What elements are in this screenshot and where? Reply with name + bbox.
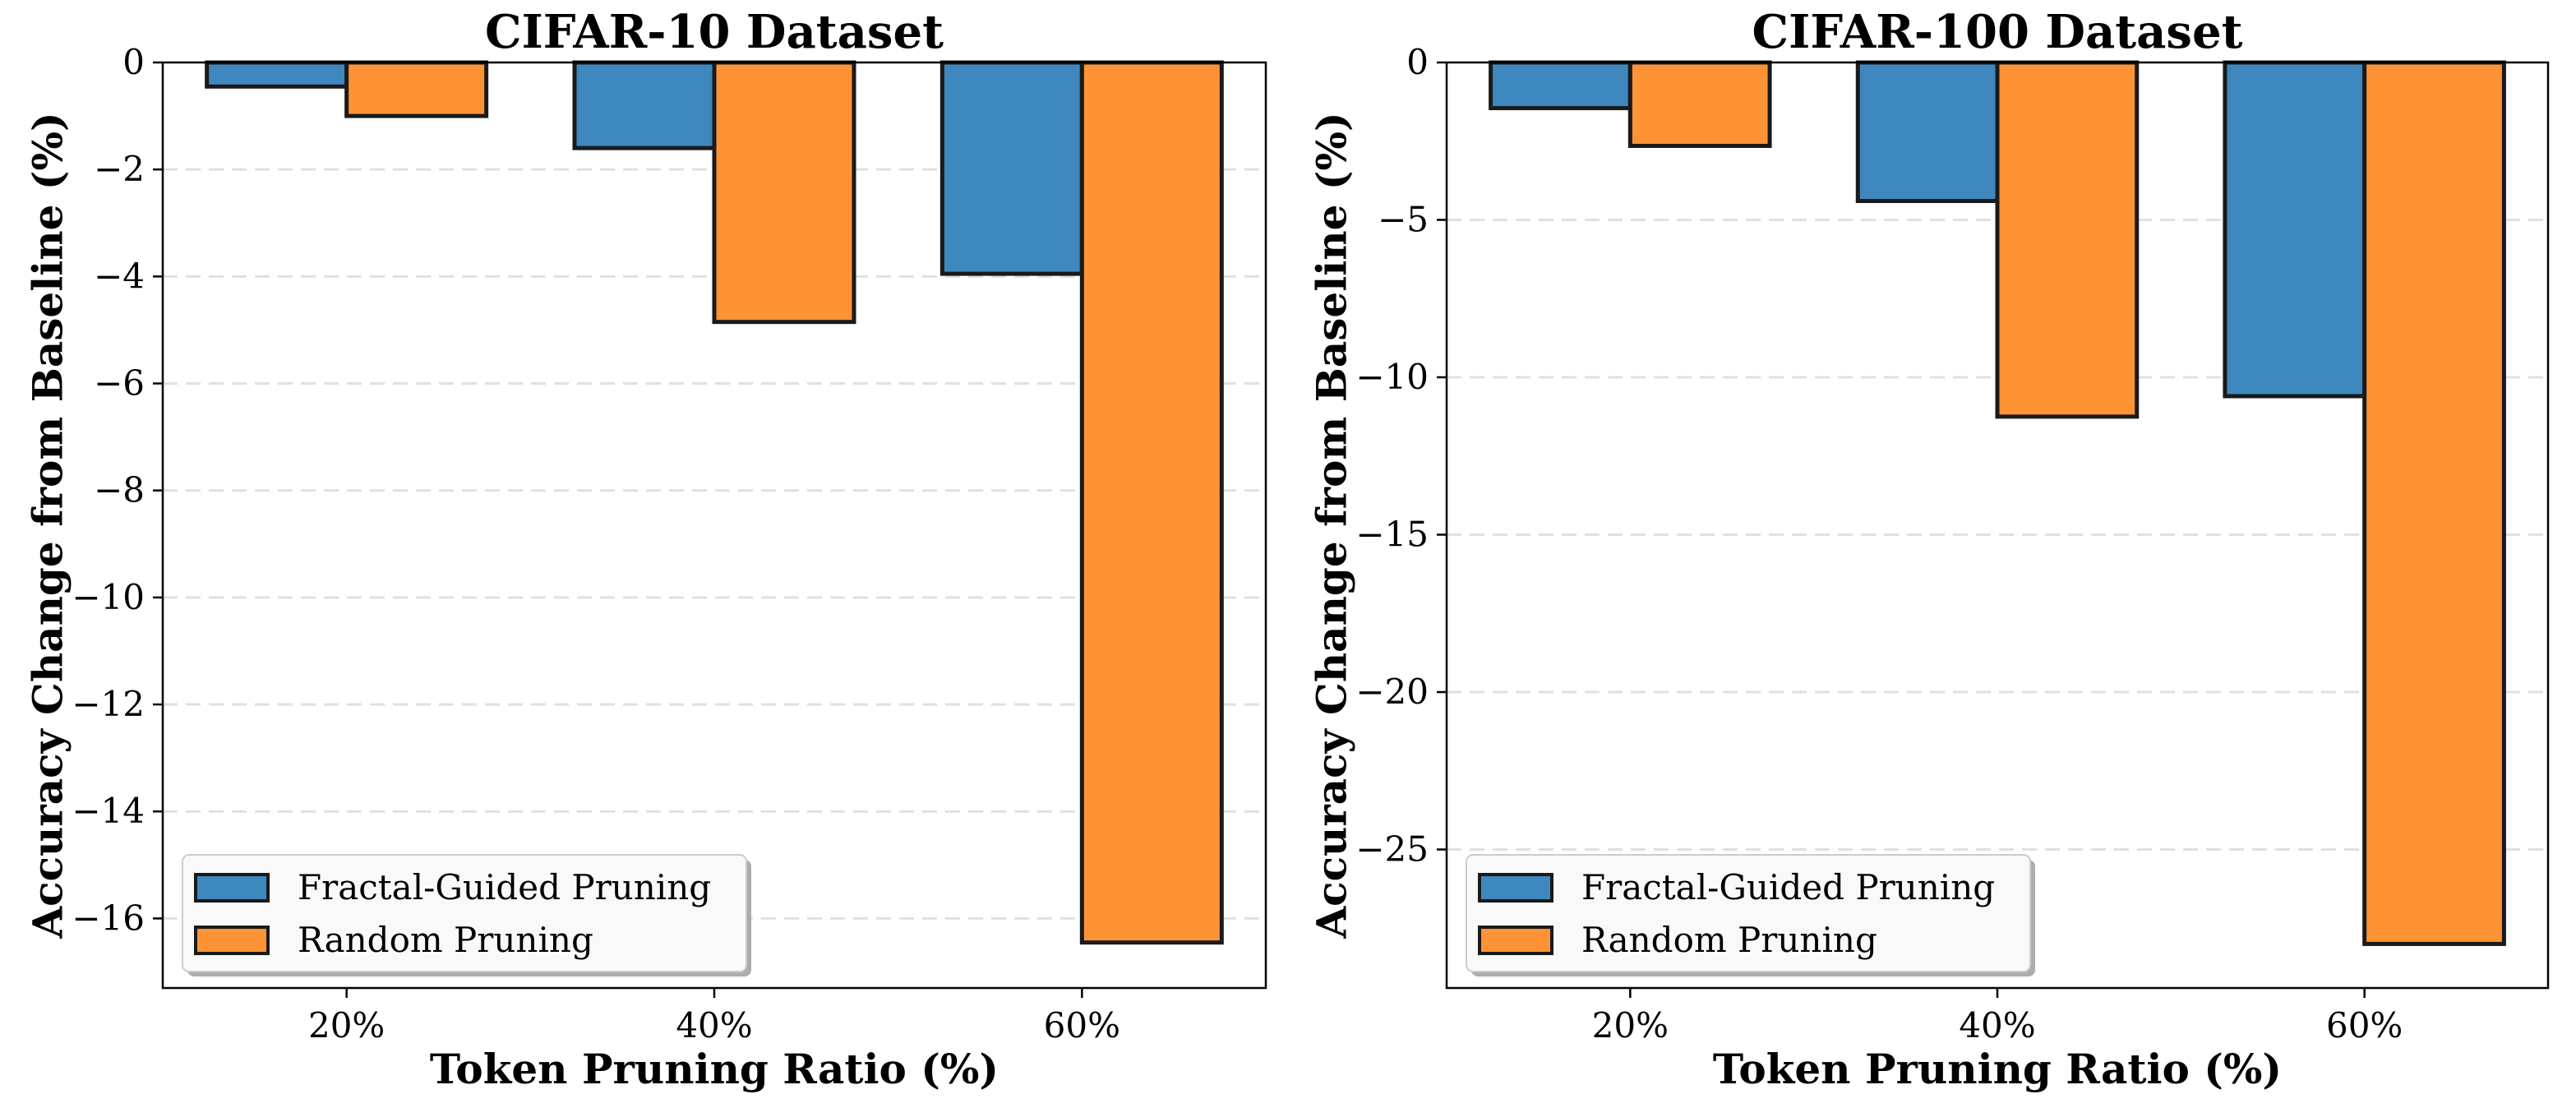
legend-swatch-random xyxy=(1478,926,1553,955)
chart-title: CIFAR-100 Dataset xyxy=(1752,5,2243,59)
legend-swatch-fractal xyxy=(194,873,270,903)
x-tick-label: 40% xyxy=(676,1005,752,1046)
y-tick-label: −12 xyxy=(72,684,145,724)
bar-fractal-20pct xyxy=(205,60,349,89)
y-tick-label: −6 xyxy=(94,363,145,404)
legend-label-fractal: Fractal-Guided Pruning xyxy=(298,867,711,907)
y-tick-label: −16 xyxy=(72,898,145,938)
x-tick-label: 60% xyxy=(2326,1005,2403,1046)
y-tick-label: −15 xyxy=(1355,514,1429,554)
bar-fractal-60pct xyxy=(939,60,1084,276)
legend-label-random: Random Pruning xyxy=(1581,920,1877,960)
bar-fractal-40pct xyxy=(1855,60,2000,204)
y-axis-label: Accuracy Change from Baseline (%) xyxy=(24,112,72,939)
x-axis-label: Token Pruning Ratio (%) xyxy=(430,1045,999,1093)
y-tick-label: −5 xyxy=(1378,199,1429,239)
y-tick-label: −8 xyxy=(94,470,145,510)
x-tick-label: 20% xyxy=(308,1005,385,1046)
x-axis-label: Token Pruning Ratio (%) xyxy=(1713,1045,2282,1093)
legend-box xyxy=(1466,854,2031,972)
y-tick-label: 0 xyxy=(1406,42,1429,82)
legend-box xyxy=(182,854,747,972)
y-tick-label: −14 xyxy=(72,791,145,831)
legend-swatch-random xyxy=(194,926,270,955)
bar-fractal-20pct xyxy=(1489,60,1632,111)
bar-random-40pct xyxy=(1995,60,2140,419)
bar-random-60pct xyxy=(2362,60,2506,946)
bar-fractal-60pct xyxy=(2223,60,2367,399)
legend-swatch-fractal xyxy=(1478,873,1553,903)
legend-label-random: Random Pruning xyxy=(298,920,593,960)
bar-random-40pct xyxy=(712,60,856,325)
y-tick-label: 0 xyxy=(122,42,145,82)
y-tick-label: −10 xyxy=(72,577,145,617)
y-axis-label: Accuracy Change from Baseline (%) xyxy=(1308,112,1356,939)
x-tick-label: 60% xyxy=(1044,1005,1120,1046)
y-tick-label: −25 xyxy=(1355,829,1429,869)
bar-random-20pct xyxy=(1627,60,1772,148)
legend-label-fractal: Fractal-Guided Pruning xyxy=(1581,867,1995,907)
chart-title: CIFAR-10 Dataset xyxy=(485,5,944,59)
bar-random-60pct xyxy=(1079,60,1224,945)
y-tick-label: −10 xyxy=(1355,357,1429,397)
bar-fractal-40pct xyxy=(572,60,717,150)
y-tick-label: −20 xyxy=(1355,672,1429,712)
chart-cifar10: 0 −2 −4 −6 −8 −10 −12 −14 −16 20% 40% 60% CIFAR-10 D… xyxy=(24,5,1267,1093)
bar-random-20pct xyxy=(344,60,489,118)
chart-cifar100: 0 −5 −10 −15 −20 −25 20% 40% 60% CIFAR-100 Datase… xyxy=(1308,5,2550,1093)
y-tick-label: −4 xyxy=(94,256,145,296)
x-tick-label: 40% xyxy=(1959,1005,2035,1046)
x-tick-label: 20% xyxy=(1592,1005,1669,1046)
y-tick-label: −2 xyxy=(94,149,145,189)
